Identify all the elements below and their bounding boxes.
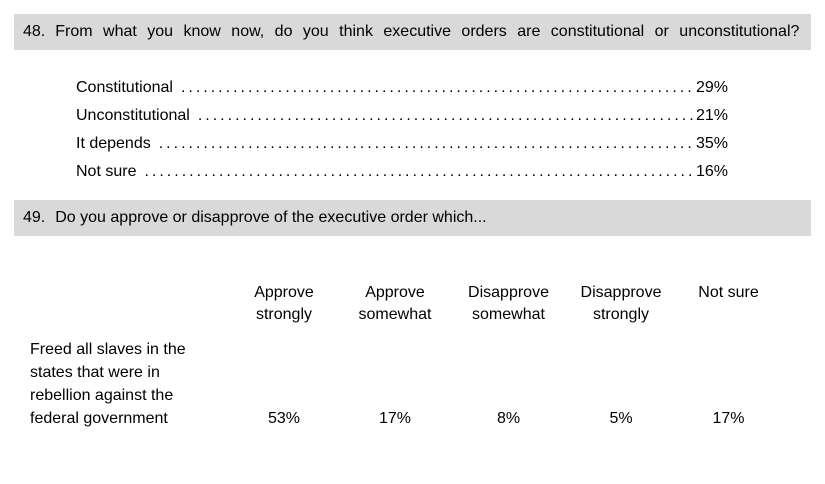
question-49-table: Approve strongly Approve somewhat Disapp… [14,282,811,430]
table-cell-disapprove-somewhat: 8% [496,410,521,427]
column-header-disapprove-somewhat: Disapprove somewhat [468,284,549,323]
question-48-number: 48. [23,23,46,40]
option-value: 35% [695,135,728,152]
question-48-header-bar: 48. From what you know now, do you think … [14,14,811,50]
option-label: It depends [76,135,151,152]
column-header-approve-strongly: Approve strongly [254,284,314,323]
option-row-unconstitutional: Unconstitutional 21% [76,102,728,130]
option-row-constitutional: Constitutional 29% [76,74,728,102]
question-49-text: 49. Do you approve or disapprove of the e… [23,205,802,231]
dotted-leader [144,158,694,186]
column-header-approve-somewhat: Approve somewhat [358,284,432,323]
question-49-number: 49. [23,209,46,226]
column-header-disapprove-strongly: Disapprove strongly [580,284,662,323]
dotted-leader [181,74,694,102]
question-48-text: 48. From what you know now, do you think … [23,19,802,45]
column-header-not-sure: Not sure [698,284,759,301]
dotted-leader [159,130,694,158]
table-cell-not-sure: 17% [712,410,745,427]
option-value: 29% [695,79,728,96]
option-value: 16% [695,163,728,180]
question-49-header-bar: 49. Do you approve or disapprove of the e… [14,200,811,236]
table-row-label: Freed all slaves in the states that were… [30,341,186,427]
question-49-label: Do you approve or disapprove of the exec… [55,209,487,226]
question-48-options-list: Constitutional 29% Unconstitutional 21% … [76,74,728,186]
question-48-label: From what you know now, do you think exe… [55,23,800,40]
option-row-it-depends: It depends 35% [76,130,728,158]
option-label: Not sure [76,163,137,180]
survey-results-page: 48. From what you know now, do you think … [0,0,825,430]
table-corner-spacer [14,282,229,326]
table-cell-disapprove-strongly: 5% [609,410,633,427]
table-cell-approve-somewhat: 17% [378,410,412,427]
option-label: Constitutional [76,79,173,96]
option-label: Unconstitutional [76,107,190,124]
table-cell-approve-strongly: 53% [267,410,301,427]
dotted-leader [198,102,694,130]
option-row-not-sure: Not sure 16% [76,158,728,186]
option-value: 21% [695,107,728,124]
